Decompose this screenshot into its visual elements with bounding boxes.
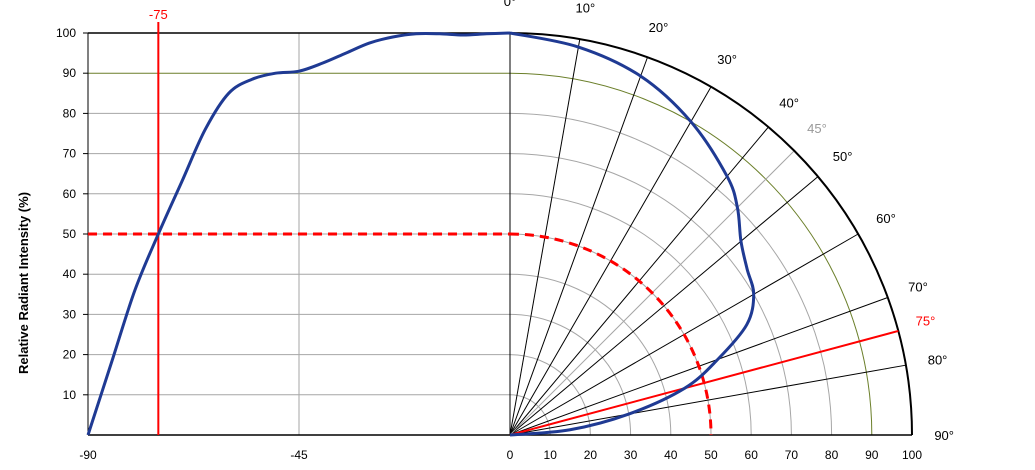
- label-layer: 10 20 30 40 50 60 70 80 90 100 -90 -45 0 10 20 30 40 50 60…: [56, 0, 954, 462]
- y-tick-label: 50: [63, 227, 77, 241]
- r-tick-label: 70: [785, 448, 799, 462]
- cartesian-intensity-curve: [86, 31, 511, 436]
- y-tick-label: 100: [56, 26, 76, 40]
- r-tick-label: 10: [544, 448, 558, 462]
- angle-label: 80°: [928, 353, 948, 368]
- r-tick-label: 50: [704, 448, 718, 462]
- y-tick-label: 70: [63, 147, 77, 161]
- polar-outer-arc: [509, 32, 913, 436]
- ref-vertical-label: -75: [149, 7, 168, 22]
- y-tick-label: 40: [63, 267, 77, 281]
- y-tick-label: 90: [63, 66, 77, 80]
- reference-layer: [88, 22, 899, 436]
- x-tick-label: -90: [79, 448, 97, 462]
- radial-line: [509, 57, 648, 436]
- angle-label: 70°: [908, 280, 928, 295]
- radial-line: [509, 176, 819, 436]
- r-tick-label: 40: [664, 448, 678, 462]
- angle-label: 40°: [779, 95, 799, 110]
- r-tick-label: 0: [507, 448, 514, 462]
- angle-label: 0°: [504, 0, 516, 9]
- radial-line: [509, 364, 906, 436]
- curve-layer: [86, 31, 756, 437]
- y-tick-label: 60: [63, 187, 77, 201]
- y-tick-label: 20: [63, 348, 77, 362]
- y-tick-label: 30: [63, 307, 77, 321]
- r-tick-label: 90: [865, 448, 879, 462]
- r-tick-label: 100: [902, 448, 922, 462]
- polar-intensity-curve: [509, 31, 756, 437]
- angle-label: 90°: [934, 428, 954, 443]
- r-tick-label: 20: [584, 448, 598, 462]
- angle-label: 50°: [833, 149, 853, 164]
- ref-half-arc: [509, 232, 713, 436]
- angle-label-45: 45°: [807, 121, 827, 136]
- angle-label: 60°: [876, 211, 896, 226]
- r-tick-label: 30: [624, 448, 638, 462]
- x-tick-label: -45: [290, 448, 308, 462]
- angle-label: 10°: [576, 0, 596, 15]
- y-axis-label: Relative Radiant Intensity (%): [16, 192, 31, 374]
- r-tick-label: 60: [745, 448, 759, 462]
- r-tick-label: 80: [825, 448, 839, 462]
- y-tick-label: 10: [63, 388, 77, 402]
- y-tick-label: 80: [63, 106, 77, 120]
- ref-radial-label: 75°: [916, 314, 936, 329]
- angle-label: 20°: [649, 20, 669, 35]
- angle-label: 30°: [717, 52, 737, 67]
